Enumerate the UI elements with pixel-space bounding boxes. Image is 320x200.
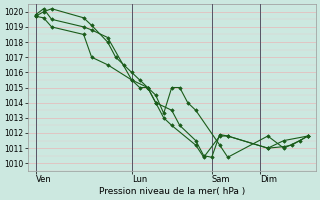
X-axis label: Pression niveau de la mer( hPa ): Pression niveau de la mer( hPa ) bbox=[99, 187, 245, 196]
